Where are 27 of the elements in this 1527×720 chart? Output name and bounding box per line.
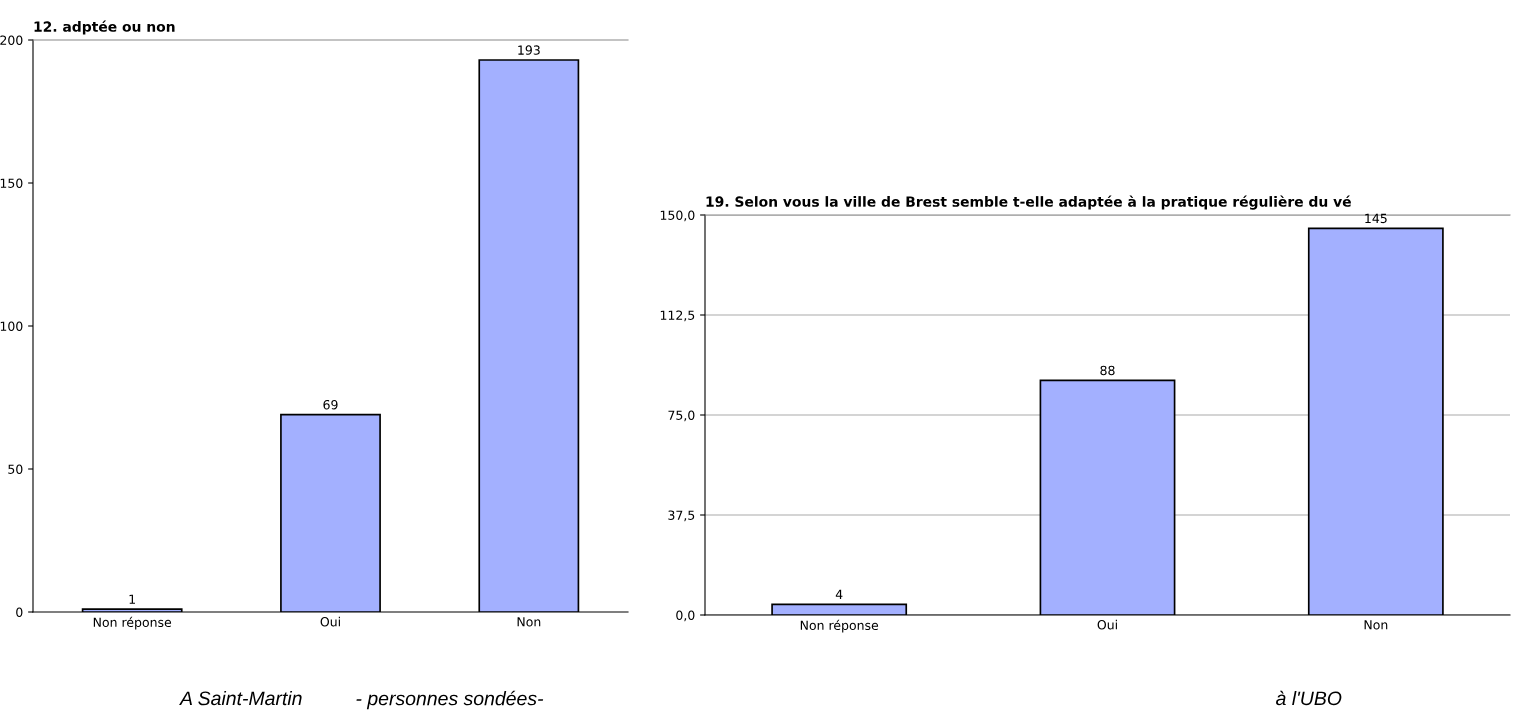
data-label: 1 xyxy=(129,594,135,604)
data-label: 88 xyxy=(1100,365,1115,376)
data-label: 193 xyxy=(518,45,540,55)
y-tick-label: 150 xyxy=(0,178,23,188)
y-tick-label: 75,0 xyxy=(668,410,695,422)
x-tick-label: Non réponse xyxy=(800,619,879,633)
y-tick-label: 0 xyxy=(16,607,23,617)
chart-title: 12. adptée ou non xyxy=(34,20,175,35)
x-tick-label: Non xyxy=(1364,620,1388,630)
text: A Saint-Martin xyxy=(179,690,302,706)
data-label: 4 xyxy=(835,589,843,599)
x-tick-label: Non xyxy=(517,617,541,627)
y-tick-label: 200 xyxy=(0,35,23,45)
x-tick-label: Oui xyxy=(320,616,340,627)
chart-title: 19. Selon vous la ville de Brest semble t-elle adaptée à la pratique régulière du vé xyxy=(706,195,1351,210)
y-tick-label: 0,0 xyxy=(676,610,695,622)
y-tick-label: 112,5 xyxy=(660,310,695,322)
data-label: 69 xyxy=(323,400,338,410)
text: à l'UBO xyxy=(1276,690,1342,706)
data-label: 145 xyxy=(1365,213,1387,224)
y-tick-label: 150,0 xyxy=(660,210,695,222)
y-tick-label: 100 xyxy=(0,321,23,331)
x-tick-label: Non réponse xyxy=(93,616,172,630)
y-tick-label: 37,5 xyxy=(668,510,695,522)
text: - personnes sondées- xyxy=(356,690,544,710)
y-tick-label: 50 xyxy=(8,464,23,474)
x-tick-label: Oui xyxy=(1097,619,1117,630)
